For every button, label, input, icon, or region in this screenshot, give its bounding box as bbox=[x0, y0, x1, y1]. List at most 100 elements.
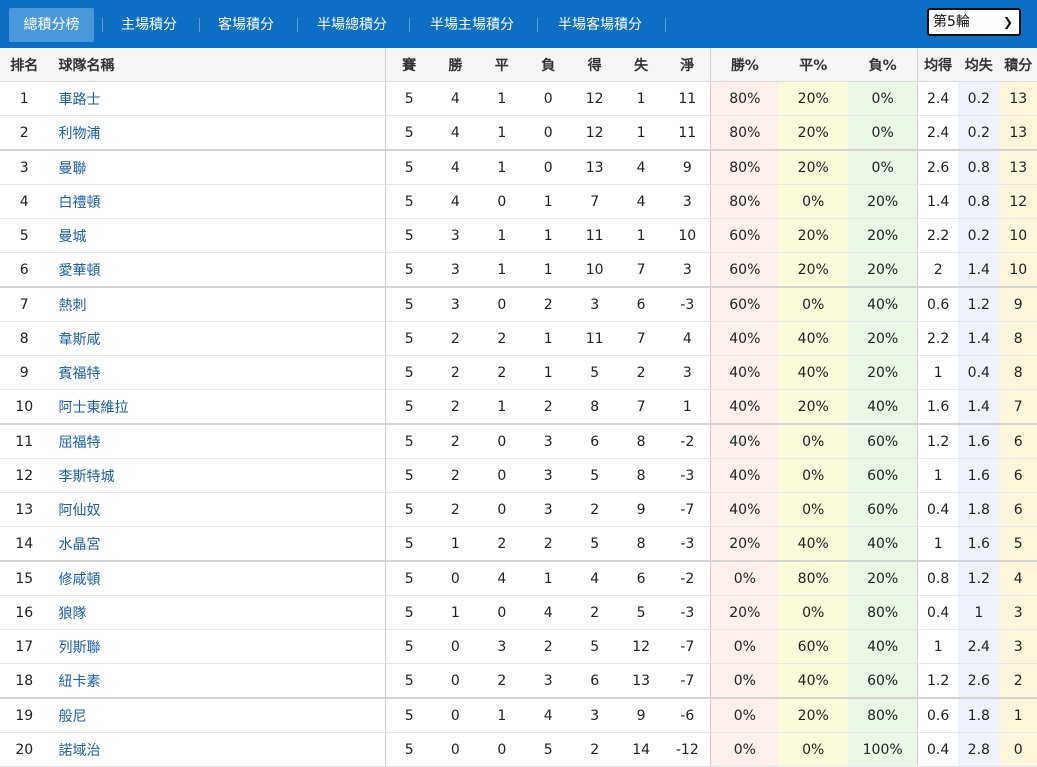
avg-for-cell: 1.4 bbox=[917, 184, 959, 219]
rank-cell: 19 bbox=[0, 697, 49, 733]
rank-cell: 4 bbox=[0, 184, 49, 219]
tab-halftime-away[interactable]: 半場客場積分 bbox=[558, 17, 642, 33]
draw-pct-cell: 0% bbox=[778, 492, 849, 527]
avg-for-cell: 1 bbox=[917, 458, 959, 493]
col-header-lost[interactable]: 負 bbox=[525, 48, 572, 82]
rank-cell: 9 bbox=[0, 355, 49, 390]
goals-against-cell: 2 bbox=[617, 355, 665, 390]
won-cell: 4 bbox=[432, 184, 479, 219]
team-name-link[interactable]: 賓福特 bbox=[48, 355, 386, 390]
team-name-link[interactable]: 般尼 bbox=[48, 697, 386, 733]
goals-for-cell: 5 bbox=[571, 355, 618, 390]
col-header-goals-for[interactable]: 得 bbox=[571, 48, 618, 82]
played-cell: 5 bbox=[385, 629, 433, 664]
avg-against-cell: 1.8 bbox=[958, 492, 1000, 527]
win-pct-cell: 40% bbox=[710, 389, 779, 425]
team-name-link[interactable]: 韋斯咸 bbox=[48, 321, 386, 356]
team-name-link[interactable]: 阿士東維拉 bbox=[48, 389, 386, 425]
col-header-played[interactable]: 賽 bbox=[385, 48, 433, 82]
avg-against-cell: 0.2 bbox=[958, 81, 1000, 116]
lost-cell: 3 bbox=[525, 492, 572, 527]
col-header-rank[interactable]: 排名 bbox=[0, 48, 49, 82]
loss-pct-cell: 20% bbox=[848, 184, 918, 219]
team-name-link[interactable]: 紐卡素 bbox=[48, 663, 386, 699]
tab-overall-standings[interactable]: 總積分榜 bbox=[9, 8, 94, 42]
drawn-cell: 2 bbox=[478, 321, 526, 356]
team-name-link[interactable]: 車路士 bbox=[48, 81, 386, 116]
col-header-draw-pct[interactable]: 平% bbox=[778, 48, 849, 82]
rank-cell: 8 bbox=[0, 321, 49, 356]
col-header-loss-pct[interactable]: 負% bbox=[848, 48, 918, 82]
win-pct-cell: 40% bbox=[710, 423, 779, 459]
draw-pct-cell: 40% bbox=[778, 321, 849, 356]
team-name-link[interactable]: 諾域治 bbox=[48, 732, 386, 767]
rank-cell: 12 bbox=[0, 458, 49, 493]
loss-pct-cell: 60% bbox=[848, 663, 918, 699]
goal-diff-cell: 4 bbox=[664, 321, 711, 356]
goals-against-cell: 7 bbox=[617, 252, 665, 288]
table-row: 6 愛華頓 5 3 1 1 10 7 3 60% 20% 20% 2 1.4 10 bbox=[0, 252, 1037, 288]
team-name-link[interactable]: 列斯聯 bbox=[48, 629, 386, 664]
team-name-link[interactable]: 阿仙奴 bbox=[48, 492, 386, 527]
loss-pct-cell: 0% bbox=[848, 115, 918, 151]
col-header-drawn[interactable]: 平 bbox=[478, 48, 526, 82]
col-header-points[interactable]: 積分 bbox=[999, 48, 1037, 82]
table-row: 12 李斯特城 5 2 0 3 5 8 -3 40% 0% 60% 1 1.6 6 bbox=[0, 458, 1037, 493]
col-header-won[interactable]: 勝 bbox=[432, 48, 479, 82]
col-header-goal-diff[interactable]: 淨 bbox=[664, 48, 711, 82]
goals-for-cell: 3 bbox=[571, 286, 618, 322]
rank-cell: 6 bbox=[0, 252, 49, 288]
drawn-cell: 1 bbox=[478, 218, 526, 253]
win-pct-cell: 80% bbox=[710, 115, 779, 151]
goal-diff-cell: 3 bbox=[664, 252, 711, 288]
tab-divider bbox=[297, 18, 298, 32]
team-name-link[interactable]: 熱刺 bbox=[48, 286, 386, 322]
goal-diff-cell: 3 bbox=[664, 184, 711, 219]
team-name-link[interactable]: 愛華頓 bbox=[48, 252, 386, 288]
round-select[interactable]: 第5輪 ❯ bbox=[927, 8, 1021, 36]
tab-home-standings[interactable]: 主場積分 bbox=[121, 17, 177, 33]
win-pct-cell: 60% bbox=[710, 252, 779, 288]
team-name-link[interactable]: 修咸頓 bbox=[48, 560, 386, 596]
lost-cell: 0 bbox=[525, 81, 572, 116]
chevron-down-icon: ❯ bbox=[1002, 15, 1013, 29]
col-header-win-pct[interactable]: 勝% bbox=[710, 48, 779, 82]
col-header-avg-against[interactable]: 均失 bbox=[958, 48, 1000, 82]
team-name-link[interactable]: 利物浦 bbox=[48, 115, 386, 151]
drawn-cell: 3 bbox=[478, 629, 526, 664]
col-header-team[interactable]: 球隊名稱 bbox=[48, 48, 386, 82]
goals-against-cell: 1 bbox=[617, 218, 665, 253]
loss-pct-cell: 100% bbox=[848, 732, 918, 767]
tab-away-standings[interactable]: 客場積分 bbox=[218, 17, 274, 33]
round-select-value: 第5輪 bbox=[933, 14, 970, 30]
loss-pct-cell: 0% bbox=[848, 149, 918, 185]
win-pct-cell: 40% bbox=[710, 492, 779, 527]
table-row: 8 韋斯咸 5 2 2 1 11 7 4 40% 40% 20% 2.2 1.4 8 bbox=[0, 321, 1037, 356]
lost-cell: 1 bbox=[525, 560, 572, 596]
team-name-link[interactable]: 李斯特城 bbox=[48, 458, 386, 493]
played-cell: 5 bbox=[385, 423, 433, 459]
table-row: 20 諾域治 5 0 0 5 2 14 -12 0% 0% 100% 0.4 2.8 0 bbox=[0, 732, 1037, 767]
team-name-link[interactable]: 狼隊 bbox=[48, 595, 386, 630]
team-name-link[interactable]: 白禮頓 bbox=[48, 184, 386, 219]
tab-halftime-home[interactable]: 半場主場積分 bbox=[430, 17, 514, 33]
points-cell: 12 bbox=[999, 184, 1037, 219]
col-header-avg-for[interactable]: 均得 bbox=[917, 48, 959, 82]
goal-diff-cell: 11 bbox=[664, 81, 711, 116]
avg-for-cell: 2.4 bbox=[917, 81, 959, 116]
table-row: 18 紐卡素 5 0 2 3 6 13 -7 0% 40% 60% 1.2 2.6 2 bbox=[0, 663, 1037, 699]
drawn-cell: 1 bbox=[478, 115, 526, 151]
avg-for-cell: 1 bbox=[917, 526, 959, 562]
points-cell: 0 bbox=[999, 732, 1037, 767]
table-row: 1 車路士 5 4 1 0 12 1 11 80% 20% 0% 2.4 0.2 13 bbox=[0, 81, 1037, 116]
tab-halftime-overall[interactable]: 半場總積分 bbox=[317, 17, 387, 33]
team-name-link[interactable]: 曼城 bbox=[48, 218, 386, 253]
team-name-link[interactable]: 屈福特 bbox=[48, 423, 386, 459]
team-name-link[interactable]: 曼聯 bbox=[48, 149, 386, 185]
goals-against-cell: 6 bbox=[617, 560, 665, 596]
col-header-goals-against[interactable]: 失 bbox=[617, 48, 665, 82]
avg-against-cell: 2.4 bbox=[958, 629, 1000, 664]
played-cell: 5 bbox=[385, 184, 433, 219]
table-row: 16 狼隊 5 1 0 4 2 5 -3 20% 0% 80% 0.4 1 3 bbox=[0, 595, 1037, 630]
team-name-link[interactable]: 水晶宮 bbox=[48, 526, 386, 562]
